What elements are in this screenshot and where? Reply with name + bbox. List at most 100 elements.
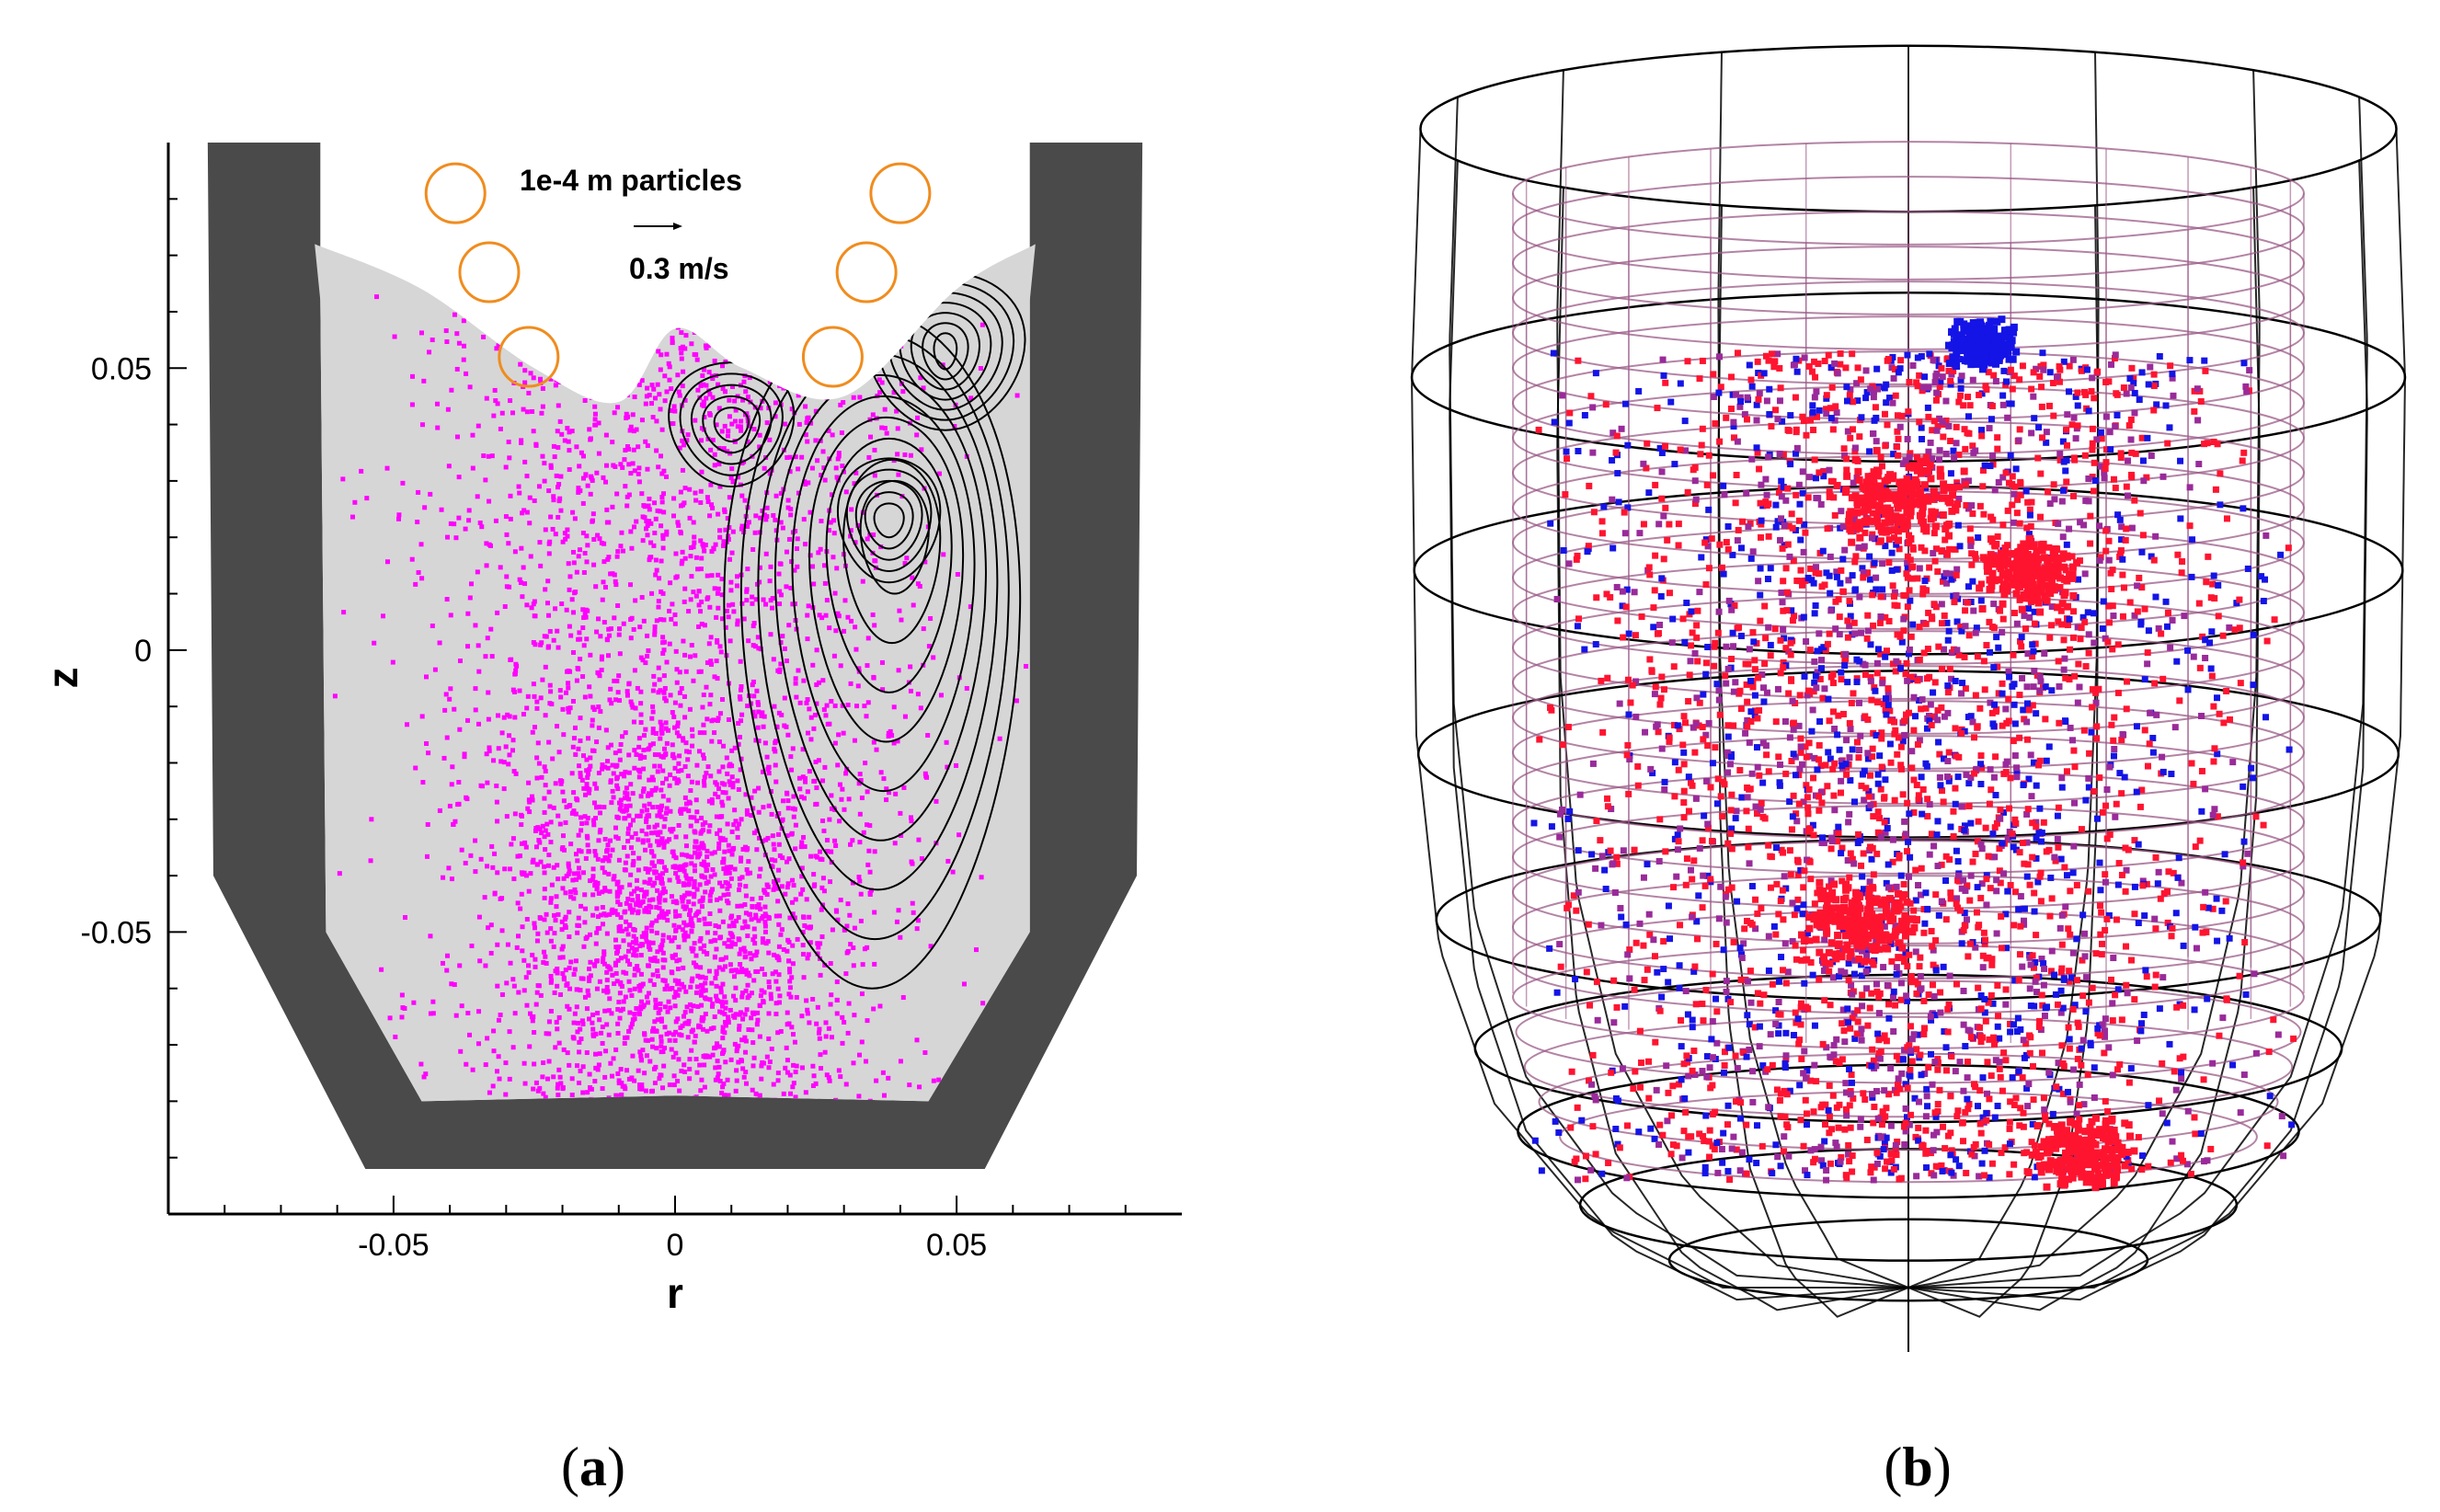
particle [797, 700, 803, 705]
particle [727, 495, 732, 500]
particle [679, 350, 684, 356]
particle [564, 276, 569, 281]
particle [596, 704, 601, 710]
particle [645, 653, 650, 659]
particle [489, 312, 495, 317]
particle [716, 572, 721, 578]
particle [542, 917, 547, 922]
particle [1723, 919, 1730, 926]
particle [659, 947, 664, 953]
particle [604, 969, 610, 975]
particle [709, 1003, 715, 1009]
particle [510, 748, 515, 753]
particle [1746, 1047, 1753, 1054]
particle [675, 1078, 681, 1083]
particle [727, 848, 732, 853]
particle [781, 385, 786, 391]
particle [838, 402, 843, 407]
particle [607, 252, 613, 258]
particle [717, 1009, 723, 1014]
particle [851, 1060, 856, 1066]
particle [821, 707, 827, 713]
particle [594, 470, 600, 475]
particle [702, 783, 707, 788]
particle [899, 343, 904, 349]
particle [801, 796, 807, 801]
particle [569, 324, 575, 329]
particle [646, 869, 651, 875]
particle [706, 370, 712, 375]
particle [833, 628, 839, 634]
particle [694, 762, 700, 768]
particle [475, 569, 480, 575]
particle [819, 934, 825, 939]
particle [776, 944, 782, 949]
particle [793, 286, 798, 292]
particle [668, 772, 673, 777]
particle [758, 515, 763, 521]
particle [647, 866, 652, 872]
particle [1724, 1121, 1731, 1128]
particle [713, 780, 718, 785]
particle [628, 424, 634, 430]
particle [808, 715, 814, 720]
particle [808, 420, 814, 426]
particle [820, 449, 826, 454]
particle [823, 1020, 829, 1025]
particle [1765, 624, 1772, 631]
particle [701, 756, 706, 762]
particle [478, 293, 484, 299]
particle [2073, 1110, 2080, 1117]
particle [502, 866, 508, 872]
particle [682, 795, 688, 800]
particle [858, 777, 864, 783]
particle [866, 454, 872, 460]
particle [820, 778, 826, 784]
particle [600, 1040, 605, 1046]
particle [720, 967, 726, 972]
particle [602, 836, 608, 842]
particle [1678, 1154, 1686, 1162]
particle [672, 864, 678, 869]
particle [818, 856, 823, 862]
particle [457, 727, 463, 732]
particle [682, 920, 687, 925]
particle [719, 577, 725, 582]
particle [719, 1010, 725, 1015]
particle [739, 684, 744, 690]
particle [825, 373, 831, 379]
particle [852, 925, 857, 931]
particle [618, 297, 624, 303]
particle [727, 782, 733, 787]
particle [649, 1037, 655, 1042]
particle [666, 361, 671, 366]
particle [761, 1000, 766, 1005]
particle [591, 707, 597, 713]
particle [756, 348, 762, 353]
particle [766, 764, 772, 770]
particle [458, 1048, 464, 1054]
particle [554, 377, 559, 383]
particle [685, 773, 691, 779]
particle [543, 664, 548, 670]
particle [505, 942, 510, 947]
particle [632, 342, 637, 348]
particle [739, 247, 745, 253]
particle [1971, 551, 1978, 558]
particle [1916, 963, 1923, 970]
particle [771, 277, 776, 282]
particle [746, 970, 751, 976]
particle [2061, 864, 2068, 871]
particle [698, 945, 704, 951]
particle [622, 357, 627, 362]
particle [658, 1001, 663, 1006]
particle [638, 1004, 644, 1010]
particle [1775, 911, 1782, 918]
particle [796, 668, 801, 673]
particle [644, 526, 649, 532]
particle [596, 616, 601, 622]
particle [2136, 396, 2143, 404]
particle [603, 1048, 609, 1054]
particle [676, 733, 682, 739]
particle [587, 767, 592, 773]
